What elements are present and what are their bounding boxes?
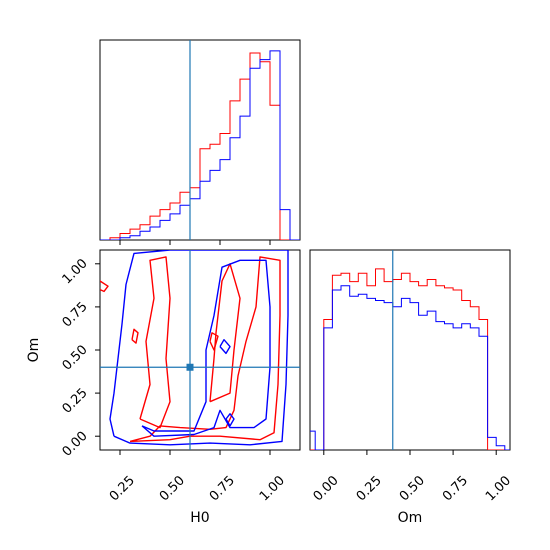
contour-ytick-tick-label-1: 0.25 xyxy=(60,386,91,417)
contour-series-2-level-0 xyxy=(109,250,289,446)
contour-xtick-tick-label-2: 0.75 xyxy=(207,473,238,504)
H0_hist-series-1-step xyxy=(100,52,300,240)
om-hist-xtick-tick-label-4: 1.00 xyxy=(483,473,514,504)
contour-xtick-tick-label-1: 0.50 xyxy=(157,473,188,504)
contour-series-2-level-2 xyxy=(219,339,231,355)
contour-series-1-level-5 xyxy=(209,332,219,351)
contour-xtick-tick-label-3: 1.00 xyxy=(257,473,288,504)
contour-ytick-tick-label-0: 0.00 xyxy=(60,429,91,460)
contour-series-1-level-4 xyxy=(131,328,139,344)
h0-hist-frame xyxy=(99,39,301,241)
contour-ytick-tick-label-4: 1.00 xyxy=(60,256,91,287)
x-axis-label-om: Om xyxy=(398,510,423,526)
om-hist-xtick-tick-label-0: 0.00 xyxy=(311,473,342,504)
om-hist-xtick-tick-label-3: 0.75 xyxy=(440,473,471,504)
Om_hist-series-2-step xyxy=(310,285,510,450)
Om_hist-series-1-step xyxy=(310,268,510,450)
contour-series-2-level-3 xyxy=(225,413,235,427)
x-axis-label-h0: H0 xyxy=(190,510,209,526)
contour-series-1-level-2 xyxy=(209,263,241,403)
contour-series-1-level-0 xyxy=(129,256,281,443)
chart-marks: 0.00 0.25 0.50 0.75 1.00 0.25 0.50 0.75 1.00 0.00… xyxy=(60,40,514,504)
om-hist-xtick-tick-label-2: 0.50 xyxy=(397,473,428,504)
contour-series-1-level-1 xyxy=(139,256,171,429)
contour-series-2-level-1 xyxy=(141,259,271,437)
om-hist-xtick-tick-label-1: 0.25 xyxy=(354,473,385,504)
contour-ytick-tick-label-2: 0.50 xyxy=(60,342,91,373)
y-axis-label-om: Om xyxy=(26,338,42,363)
truth-marker xyxy=(186,363,194,371)
contour-ytick-tick-label-3: 0.75 xyxy=(60,299,91,330)
contour-series-1-level-3 xyxy=(100,280,109,293)
H0_hist-series-2-step xyxy=(100,50,300,240)
contour-xtick-tick-label-0: 0.25 xyxy=(107,473,138,504)
